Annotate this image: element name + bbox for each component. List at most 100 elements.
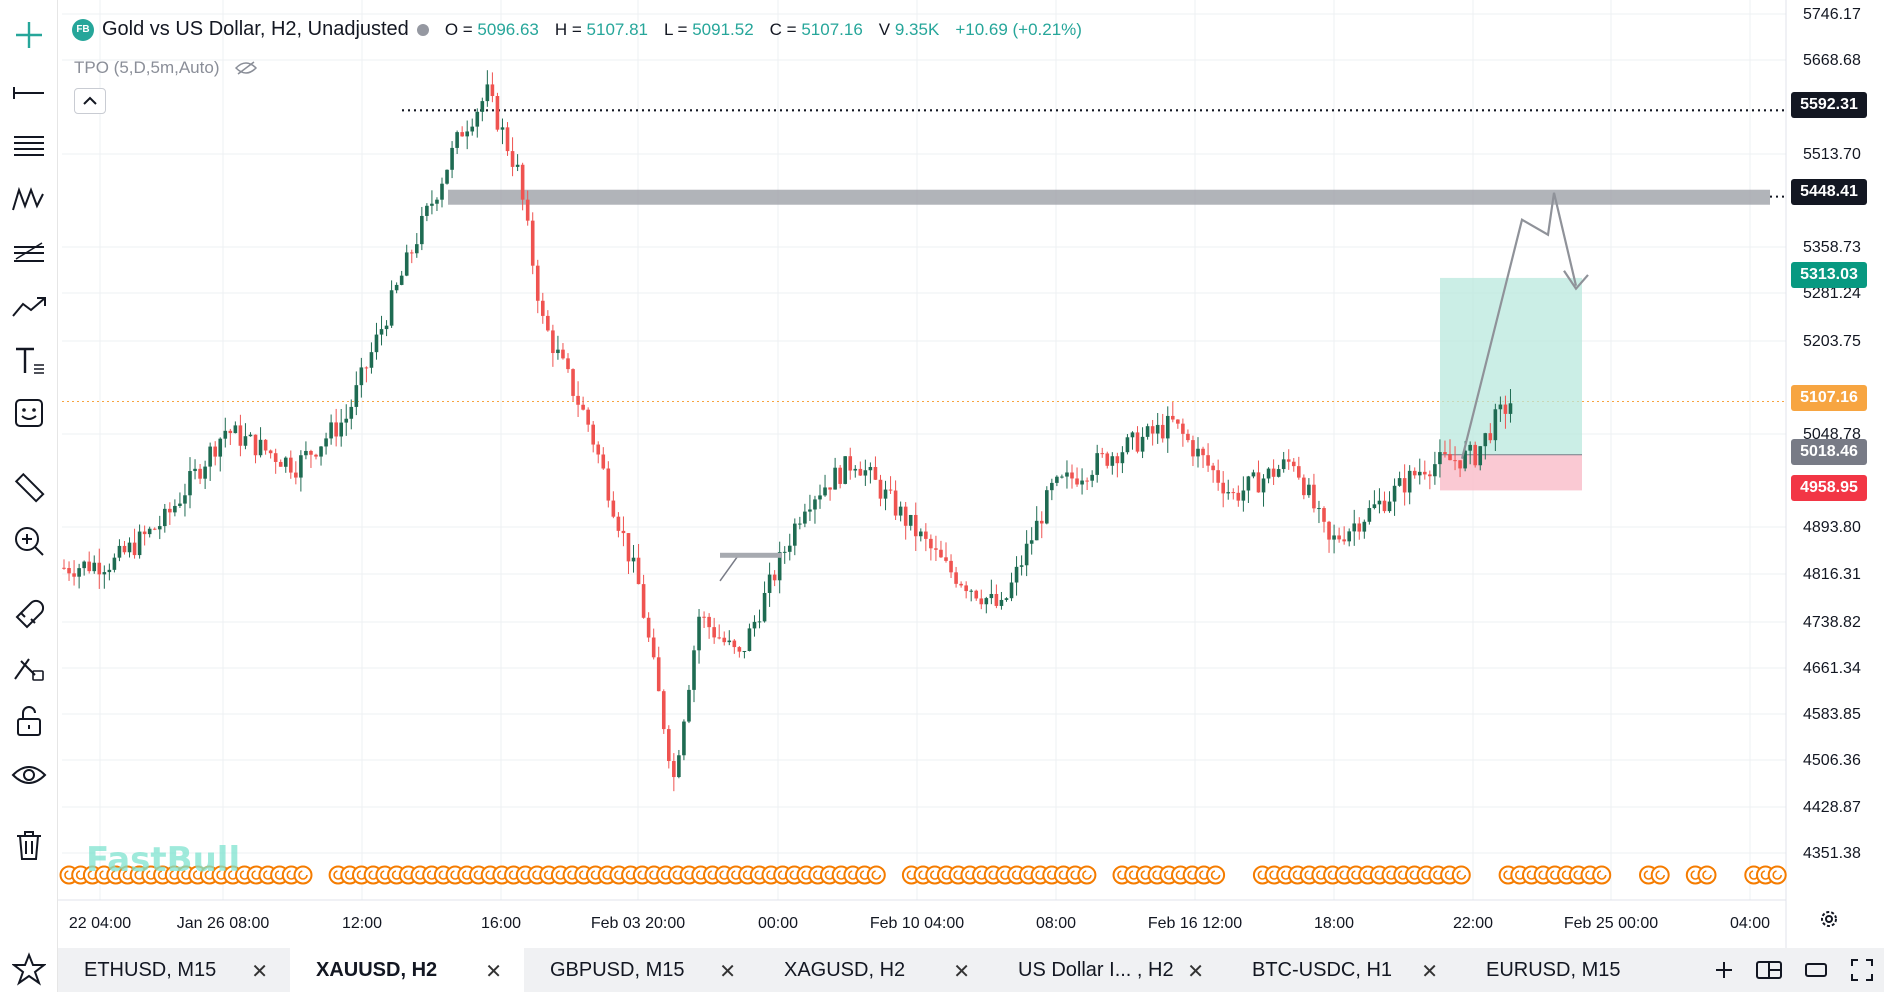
close-icon[interactable]: ✕ [485,961,502,983]
candle-body [1246,476,1251,491]
trend-icon[interactable] [6,286,52,328]
y-tick-label: 4738.82 [1803,614,1861,631]
calendar-event-glyph [1210,870,1221,880]
candle-body [919,531,923,537]
candle-body [793,523,797,546]
calendar-event-marker [293,865,313,885]
candle-body [173,505,177,513]
candle-body [364,367,369,369]
candle-body [329,422,333,439]
candle-body [687,689,691,722]
candle-body [137,531,142,556]
candle-body [132,542,137,556]
candle-body [848,456,853,471]
candle-body [611,500,616,517]
candle-body [415,244,419,254]
hide-eye-icon[interactable] [235,61,258,75]
trash-icon[interactable] [6,824,52,866]
calendar-event-glyph [1596,870,1607,880]
candle-body [520,164,525,200]
candle-body [777,552,782,581]
y-tick-label: 5358.73 [1803,239,1861,256]
candle-body [203,466,207,479]
candle-body [898,506,903,516]
candle-body [838,467,842,484]
candle-body [641,584,646,618]
candle-body [1206,455,1210,466]
symbol-title[interactable]: Gold vs US Dollar, H2, Unadjusted [102,18,409,40]
candle-body [243,436,248,446]
candle-body [858,468,863,476]
candle-body [314,454,318,457]
candle-body [1307,484,1311,496]
text-tool-icon[interactable] [6,340,52,382]
candle-body [1231,492,1236,494]
candle-body [1438,452,1442,465]
candle-body [319,446,323,457]
candle-body [853,468,858,471]
close-icon[interactable]: ✕ [953,961,970,983]
crosshair-icon[interactable] [6,14,52,56]
pattern-icon[interactable] [6,178,52,220]
close-icon[interactable]: ✕ [1421,961,1438,983]
price-chart[interactable]: 5746.17 5668.68 5513.70 5358.73 5281.24 5203.… [58,0,1884,948]
candle-body [651,637,656,658]
candle-body [409,252,414,254]
candle-body [1266,468,1271,479]
candle-body [1100,453,1105,455]
candle-body [445,169,449,184]
settings-icon[interactable] [1818,908,1840,935]
candle-body [546,315,550,331]
candle-body [1216,470,1220,483]
candle-body [1428,474,1432,477]
favorite-star-icon[interactable] [11,952,47,991]
lock-drawing-icon[interactable] [6,646,52,688]
ohlc-open: O = 5096.63 [444,19,539,39]
tab-eurusd[interactable]: EURUSD, M15 [1460,948,1660,992]
fib-retracement-icon[interactable] [6,124,52,166]
unlock-icon[interactable] [6,700,52,742]
x-tick-label: 22 04:00 [69,915,131,932]
price-badge-resistance: 5448.41 [1791,179,1867,205]
tab-xagusd[interactable]: XAGUSD, H2 ✕ [758,948,992,992]
tab-btc-usdc[interactable]: BTC-USDC, H1 ✕ [1226,948,1460,992]
zoom-in-icon[interactable] [6,520,52,562]
candle-body [168,508,172,513]
candle-body [97,562,102,575]
magnet-icon[interactable] [6,592,52,634]
close-icon[interactable]: ✕ [251,961,268,983]
add-tab-icon[interactable] [1714,960,1734,980]
candle-body [1110,456,1115,466]
candle-body [1050,482,1054,491]
indicator-legend[interactable]: TPO (5,D,5m,Auto) [74,58,258,78]
close-icon[interactable]: ✕ [1187,961,1204,983]
tab-ethusd[interactable]: ETHUSD, M15 ✕ [58,948,290,992]
tab-label: EURUSD, M15 [1486,958,1621,981]
parallel-channel-icon[interactable] [6,232,52,274]
y-tick-label: 4351.38 [1803,845,1861,862]
broker-logo: FB [72,18,94,41]
candle-body [490,84,495,97]
x-tick-label: Feb 16 12:00 [1148,915,1242,932]
candle-body [979,598,984,605]
candle-body [541,300,545,316]
tab-xauusd[interactable]: XAUUSD, H2 ✕ [290,948,524,992]
calendar-event-marker [866,865,886,885]
emoji-icon[interactable] [6,392,52,434]
tab-gbpusd[interactable]: GBPUSD, M15 ✕ [524,948,758,992]
candle-body [1065,472,1069,477]
horizontal-line-icon[interactable] [6,72,52,114]
eye-icon[interactable] [6,754,52,796]
collapse-legend-button[interactable] [74,88,106,114]
ruler-icon[interactable] [6,466,52,508]
fullscreen-icon[interactable] [1850,958,1874,982]
candle-body [1090,474,1094,481]
candle-body [863,470,868,476]
window-icon[interactable] [1804,960,1828,980]
close-icon[interactable]: ✕ [719,961,736,983]
tab-us-dollar-index[interactable]: US Dollar I... , H2 ✕ [992,948,1226,992]
candle-body [379,329,384,335]
layout-icon[interactable] [1756,960,1782,980]
candle-body [893,490,898,516]
candle-body [354,385,359,407]
